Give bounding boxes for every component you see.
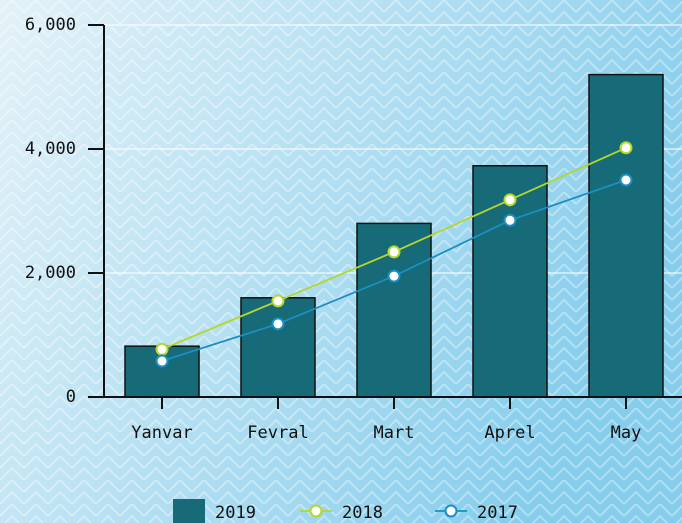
line-marker: [271, 294, 285, 308]
line-marker: [619, 141, 633, 155]
x-tick-label: Fevral: [247, 423, 308, 443]
y-tick-label: 0: [66, 387, 76, 407]
legend-swatch: [173, 499, 205, 523]
bar: [588, 73, 664, 398]
y-tick-label: 6,000: [25, 15, 76, 35]
line-marker: [503, 193, 517, 207]
legend-label: 2019: [215, 503, 256, 523]
legend-marker: [444, 504, 458, 518]
x-tick-label: Aprel: [484, 423, 535, 443]
y-tick-label: 2,000: [25, 263, 76, 283]
line-marker: [155, 342, 169, 356]
legend-label: 2017: [477, 503, 518, 523]
line-marker: [503, 213, 517, 227]
line-marker: [619, 173, 633, 187]
legend-marker: [309, 504, 323, 518]
x-tick-label: Yanvar: [131, 423, 192, 443]
line-marker: [387, 245, 401, 259]
legend-label: 2018: [342, 503, 383, 523]
line-marker: [155, 354, 169, 368]
x-tick-label: Mart: [374, 423, 415, 443]
y-tick-label: 4,000: [25, 139, 76, 159]
line-marker: [271, 317, 285, 331]
line-marker: [387, 269, 401, 283]
x-tick-label: May: [611, 423, 642, 443]
